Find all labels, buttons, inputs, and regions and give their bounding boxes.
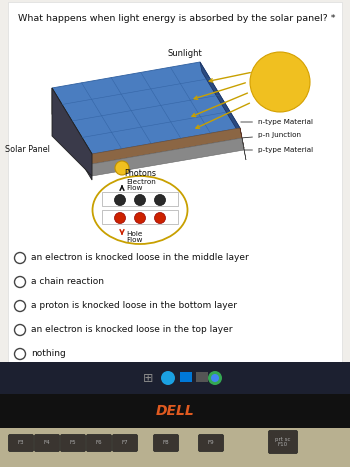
Circle shape <box>154 212 166 224</box>
Bar <box>0 394 350 428</box>
Text: F4: F4 <box>44 440 50 446</box>
FancyBboxPatch shape <box>198 434 224 452</box>
Polygon shape <box>242 138 246 160</box>
Circle shape <box>161 371 175 385</box>
FancyBboxPatch shape <box>268 431 298 453</box>
Polygon shape <box>52 88 92 180</box>
FancyBboxPatch shape <box>154 434 178 452</box>
Circle shape <box>211 374 219 382</box>
Text: F5: F5 <box>70 440 76 446</box>
Text: F3: F3 <box>18 440 24 446</box>
Text: p-n Junction: p-n Junction <box>243 132 301 138</box>
Bar <box>8 2 342 388</box>
Text: Solar Panel: Solar Panel <box>5 146 50 155</box>
Circle shape <box>208 371 222 385</box>
Text: F7: F7 <box>122 440 128 446</box>
Text: a chain reaction: a chain reaction <box>31 277 104 286</box>
Text: Photons: Photons <box>124 169 156 178</box>
Polygon shape <box>200 62 242 138</box>
Text: Hole
Flow: Hole Flow <box>126 231 142 243</box>
Text: DELL: DELL <box>156 404 194 418</box>
Text: Sunlight: Sunlight <box>168 49 202 58</box>
FancyBboxPatch shape <box>112 434 138 452</box>
FancyBboxPatch shape <box>35 434 60 452</box>
Bar <box>0 428 350 467</box>
Text: p-type Material: p-type Material <box>245 147 313 153</box>
Circle shape <box>115 161 129 175</box>
Text: an electron is knocked loose in the top layer: an electron is knocked loose in the top … <box>31 325 232 334</box>
Circle shape <box>134 194 146 205</box>
FancyBboxPatch shape <box>61 434 85 452</box>
Bar <box>180 372 192 382</box>
Bar <box>0 362 350 394</box>
Bar <box>102 210 178 224</box>
Polygon shape <box>52 88 92 176</box>
Circle shape <box>154 194 166 205</box>
Polygon shape <box>240 128 244 148</box>
Circle shape <box>134 212 146 224</box>
Polygon shape <box>92 138 244 176</box>
Text: an electron is knocked loose in the middle layer: an electron is knocked loose in the midd… <box>31 254 249 262</box>
Circle shape <box>114 212 126 224</box>
Text: F8: F8 <box>163 440 169 446</box>
Text: prt sc
F10: prt sc F10 <box>275 437 291 447</box>
Text: a proton is knocked loose in the bottom layer: a proton is knocked loose in the bottom … <box>31 302 237 311</box>
FancyBboxPatch shape <box>8 434 34 452</box>
Polygon shape <box>92 128 242 164</box>
Polygon shape <box>52 62 240 154</box>
Text: nothing: nothing <box>31 349 66 359</box>
Bar <box>0 0 350 390</box>
Text: Electron
Flow: Electron Flow <box>126 178 156 191</box>
Text: F9: F9 <box>208 440 214 446</box>
Circle shape <box>250 52 310 112</box>
Circle shape <box>114 194 126 205</box>
Bar <box>102 192 178 206</box>
Text: n-type Material: n-type Material <box>241 119 313 125</box>
Text: ⊞: ⊞ <box>143 372 153 384</box>
Text: What happens when light energy is absorbed by the solar panel? *: What happens when light energy is absorb… <box>18 14 336 23</box>
FancyBboxPatch shape <box>86 434 112 452</box>
Text: F6: F6 <box>96 440 102 446</box>
Bar <box>196 372 208 382</box>
